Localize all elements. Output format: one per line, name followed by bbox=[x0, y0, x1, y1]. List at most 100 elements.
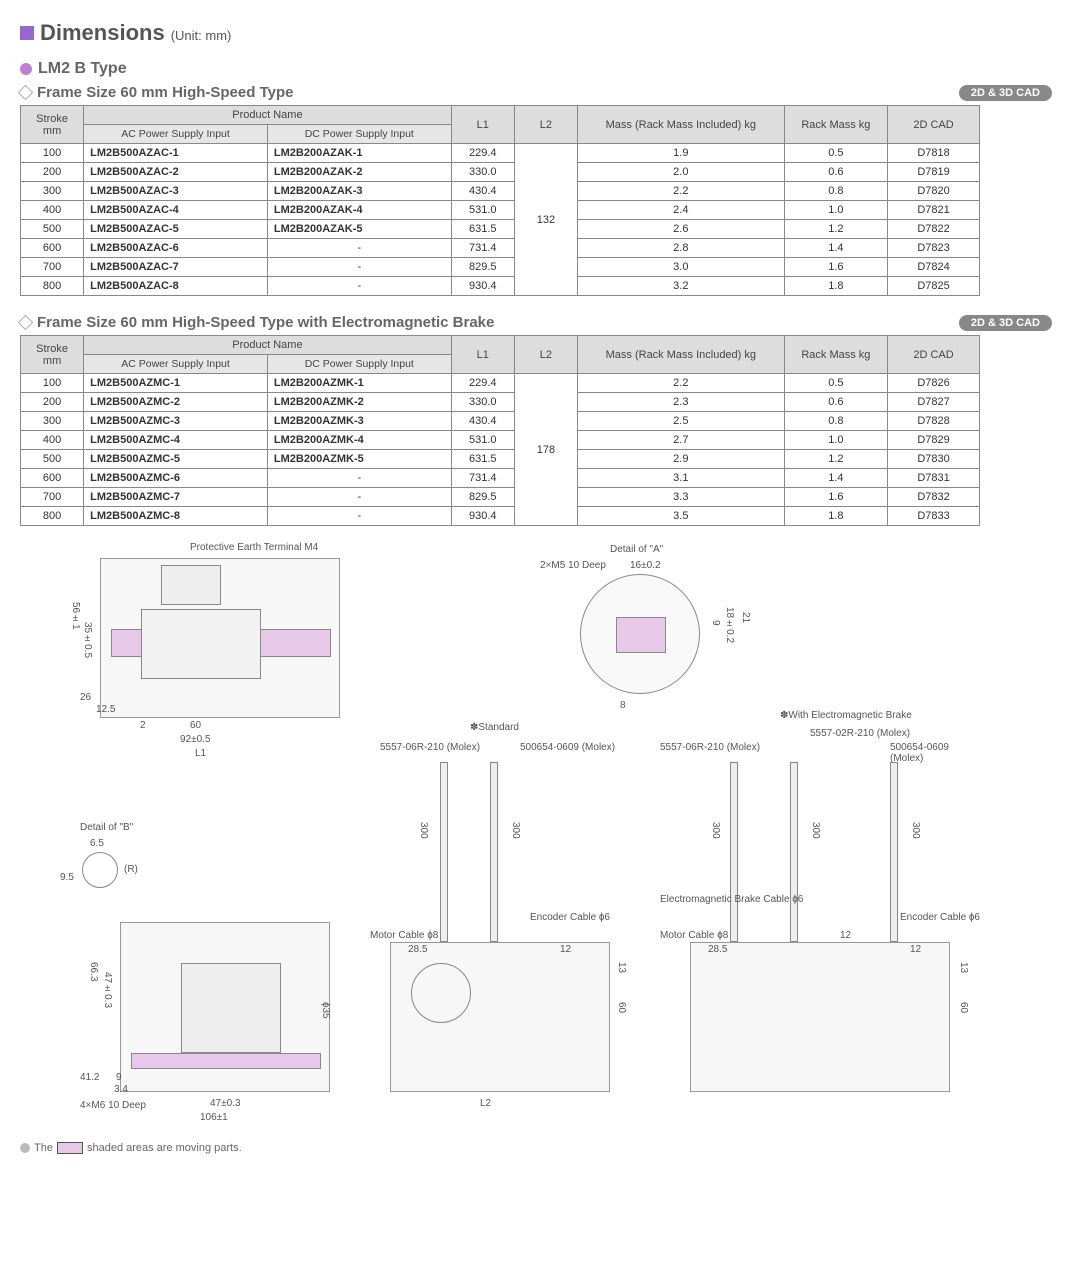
cell-mass: 2.2 bbox=[577, 182, 784, 201]
dim-300c: 300 bbox=[710, 822, 721, 839]
label-motor-cable-b: Motor Cable ɸ8 bbox=[660, 930, 728, 941]
dim-13: 13 bbox=[616, 962, 627, 973]
col-ac: AC Power Supply Input bbox=[84, 355, 268, 374]
dim-285b: 28.5 bbox=[708, 944, 727, 955]
dim-60b: 60 bbox=[616, 1002, 627, 1013]
label-detail-a: Detail of "A" bbox=[610, 544, 663, 555]
dim-300e: 300 bbox=[910, 822, 921, 839]
cell-mass: 2.7 bbox=[577, 431, 784, 450]
footer-note: The shaded areas are moving parts. bbox=[20, 1142, 1052, 1154]
cell-stroke: 300 bbox=[21, 182, 84, 201]
label-detail-b: Detail of "B" bbox=[80, 822, 133, 833]
table-row: 600LM2B500AZMC-6-731.43.11.4D7831 bbox=[21, 469, 980, 488]
cell-rack: 1.0 bbox=[784, 201, 887, 220]
cell-stroke: 600 bbox=[21, 469, 84, 488]
label-m6: 4×M6 10 Deep bbox=[80, 1100, 146, 1111]
cell-cad: D7826 bbox=[888, 374, 980, 393]
cell-cad: D7820 bbox=[888, 182, 980, 201]
dim-285: 28.5 bbox=[408, 944, 427, 955]
diamond-bullet-icon bbox=[18, 315, 34, 331]
table-row: 400LM2B500AZAC-4LM2B200AZAK-4531.02.41.0… bbox=[21, 201, 980, 220]
section1-header: Frame Size 60 mm High-Speed Type 2D & 3D… bbox=[20, 84, 1052, 101]
cell-rack: 0.8 bbox=[784, 412, 887, 431]
label-molex2b: 500654-0609 (Molex) bbox=[890, 742, 980, 764]
cell-l1: 731.4 bbox=[451, 239, 514, 258]
cell-mass: 3.3 bbox=[577, 488, 784, 507]
cell-stroke: 500 bbox=[21, 450, 84, 469]
cell-cad: D7825 bbox=[888, 277, 980, 296]
cell-cad: D7833 bbox=[888, 507, 980, 526]
bullet-icon bbox=[20, 1143, 30, 1153]
dim-L1: L1 bbox=[195, 748, 206, 759]
cell-l1: 229.4 bbox=[451, 374, 514, 393]
dim-300a: 300 bbox=[418, 822, 429, 839]
cell-cad: D7821 bbox=[888, 201, 980, 220]
dim-8: 8 bbox=[620, 700, 626, 711]
col-stroke: Stroke mm bbox=[21, 336, 84, 374]
dim-2: 2 bbox=[140, 720, 146, 731]
col-rack: Rack Mass kg bbox=[784, 106, 887, 144]
cell-ac: LM2B500AZMC-1 bbox=[84, 374, 268, 393]
cad-badge: 2D & 3D CAD bbox=[959, 315, 1052, 331]
cell-rack: 0.5 bbox=[784, 144, 887, 163]
dim-125: 12.5 bbox=[96, 704, 115, 715]
dim-9: 9 bbox=[710, 620, 721, 626]
table-row: 600LM2B500AZAC-6-731.42.81.4D7823 bbox=[21, 239, 980, 258]
cell-stroke: 100 bbox=[21, 374, 84, 393]
table-row: 800LM2B500AZAC-8-930.43.21.8D7825 bbox=[21, 277, 980, 296]
dim-21: 21 bbox=[740, 612, 751, 623]
cell-stroke: 100 bbox=[21, 144, 84, 163]
cell-l1: 330.0 bbox=[451, 163, 514, 182]
cell-rack: 1.8 bbox=[784, 507, 887, 526]
cell-mass: 2.6 bbox=[577, 220, 784, 239]
circle-bullet-icon bbox=[20, 63, 32, 75]
cell-l1: 829.5 bbox=[451, 488, 514, 507]
table-row: 500LM2B500AZMC-5LM2B200AZMK-5631.52.91.2… bbox=[21, 450, 980, 469]
cell-cad: D7832 bbox=[888, 488, 980, 507]
table-row: 800LM2B500AZMC-8-930.43.51.8D7833 bbox=[21, 507, 980, 526]
drawing-detail-a bbox=[580, 574, 700, 694]
cell-dc: LM2B200AZMK-3 bbox=[267, 412, 451, 431]
cell-mass: 2.5 bbox=[577, 412, 784, 431]
cell-ac: LM2B500AZAC-5 bbox=[84, 220, 268, 239]
cell-stroke: 700 bbox=[21, 258, 84, 277]
cell-l1: 930.4 bbox=[451, 277, 514, 296]
dim-34: 3.4 bbox=[114, 1084, 128, 1095]
cell-ac: LM2B500AZMC-4 bbox=[84, 431, 268, 450]
cell-rack: 1.4 bbox=[784, 469, 887, 488]
dim-13b: 13 bbox=[958, 962, 969, 973]
cable-4 bbox=[790, 762, 798, 942]
cell-dc: LM2B200AZAK-5 bbox=[267, 220, 451, 239]
cell-mass: 2.3 bbox=[577, 393, 784, 412]
label-m5: 2×M5 10 Deep bbox=[540, 560, 606, 571]
cell-rack: 1.2 bbox=[784, 220, 887, 239]
col-product-name: Product Name bbox=[84, 336, 452, 355]
cell-cad: D7828 bbox=[888, 412, 980, 431]
cell-mass: 2.4 bbox=[577, 201, 784, 220]
diamond-bullet-icon bbox=[18, 85, 34, 101]
cell-ac: LM2B500AZMC-3 bbox=[84, 412, 268, 431]
cell-mass: 3.2 bbox=[577, 277, 784, 296]
cell-ac: LM2B500AZMC-5 bbox=[84, 450, 268, 469]
dim-60: 60 bbox=[190, 720, 201, 731]
label-molex1b: 5557-06R-210 (Molex) bbox=[660, 742, 760, 753]
col-stroke: Stroke mm bbox=[21, 106, 84, 144]
cable-5 bbox=[890, 762, 898, 942]
cell-dc: LM2B200AZMK-5 bbox=[267, 450, 451, 469]
dim-300b: 300 bbox=[510, 822, 521, 839]
col-l2: L2 bbox=[514, 336, 577, 374]
dim-300d: 300 bbox=[810, 822, 821, 839]
cell-dc: - bbox=[267, 488, 451, 507]
dim-R: (R) bbox=[124, 864, 138, 875]
table-row: 100LM2B500AZMC-1LM2B200AZMK-1229.41782.2… bbox=[21, 374, 980, 393]
cell-mass: 2.8 bbox=[577, 239, 784, 258]
cell-dc: LM2B200AZAK-2 bbox=[267, 163, 451, 182]
cell-l1: 829.5 bbox=[451, 258, 514, 277]
cell-dc: - bbox=[267, 277, 451, 296]
cell-ac: LM2B500AZMC-7 bbox=[84, 488, 268, 507]
cell-mass: 2.2 bbox=[577, 374, 784, 393]
cell-stroke: 500 bbox=[21, 220, 84, 239]
cell-ac: LM2B500AZMC-2 bbox=[84, 393, 268, 412]
section2-title: Frame Size 60 mm High-Speed Type with El… bbox=[37, 314, 494, 331]
label-molex1: 5557-06R-210 (Molex) bbox=[380, 742, 480, 753]
